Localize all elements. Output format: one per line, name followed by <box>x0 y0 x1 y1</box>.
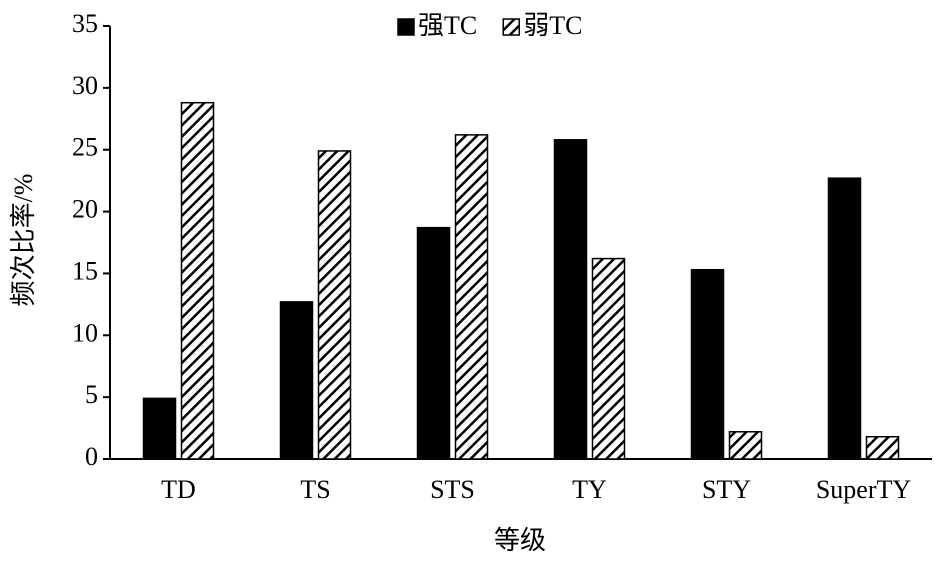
bar <box>180 101 215 460</box>
legend-label: 弱TC <box>523 11 582 40</box>
bar <box>454 134 489 460</box>
bar <box>279 301 314 460</box>
bar <box>591 257 626 460</box>
y-tick-label: 5 <box>85 380 98 409</box>
x-tick-label: TD <box>161 475 196 504</box>
x-tick-label: TS <box>300 475 330 504</box>
y-tick-label: 15 <box>72 256 98 285</box>
bar <box>553 139 588 460</box>
legend-label: 强TC <box>418 11 477 40</box>
bar <box>865 435 900 460</box>
y-tick-label: 30 <box>72 71 98 100</box>
bar <box>317 150 352 460</box>
legend-swatch <box>502 18 520 36</box>
x-tick-label: TY <box>572 475 607 504</box>
x-tick-label: SuperTY <box>816 475 912 504</box>
x-tick-label: STY <box>702 475 751 504</box>
bar <box>728 431 763 460</box>
bar <box>416 226 451 460</box>
y-tick-label: 10 <box>72 318 98 347</box>
y-tick-label: 25 <box>72 133 98 162</box>
y-tick-label: 0 <box>85 442 98 471</box>
bar <box>690 268 725 460</box>
x-axis-label: 等级 <box>494 526 546 555</box>
y-axis-label: 频次比率/% <box>9 174 38 307</box>
bar <box>142 397 177 460</box>
y-tick-label: 20 <box>72 195 98 224</box>
legend-swatch <box>397 18 415 36</box>
x-tick-label: STS <box>430 475 475 504</box>
y-tick-label: 35 <box>72 9 98 38</box>
bar <box>827 177 862 460</box>
